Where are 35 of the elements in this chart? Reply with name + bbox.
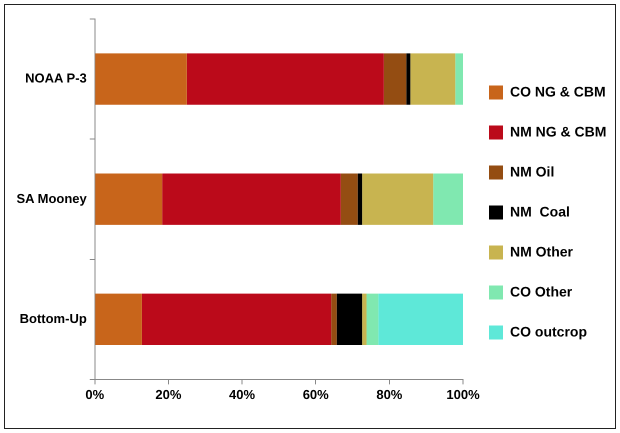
- bar: [433, 174, 463, 225]
- bar: [95, 53, 187, 105]
- bar: [362, 174, 434, 225]
- bar: [162, 174, 341, 225]
- bar: [331, 294, 337, 346]
- x-tick-label: 40%: [229, 386, 256, 402]
- legend-label: CO NG & CBM: [510, 83, 606, 100]
- bar: [406, 53, 410, 105]
- x-tick-label: 100%: [446, 386, 480, 402]
- bar: [336, 294, 362, 346]
- y-tick-label: NOAA P-3: [25, 70, 87, 86]
- bar: [366, 294, 378, 346]
- legend-label: NM NG & CBM: [510, 123, 606, 140]
- x-tick-label: 80%: [376, 386, 403, 402]
- x-tick-label: 60%: [302, 386, 330, 402]
- x-tick-label: 20%: [155, 386, 182, 402]
- y-tick-label: SA Mooney: [16, 190, 88, 206]
- bar: [410, 53, 456, 105]
- legend-label: NM Coal: [510, 203, 570, 220]
- bar: [378, 294, 463, 346]
- legend-label: NM Oil: [510, 163, 554, 180]
- legend-label: NM Other: [510, 243, 574, 260]
- y-tick-label: Bottom-Up: [20, 310, 87, 326]
- bar: [358, 174, 362, 225]
- bar: [186, 53, 384, 105]
- legend-label: CO Other: [510, 283, 573, 300]
- x-tick-label: 0%: [85, 386, 105, 402]
- bar: [362, 294, 367, 346]
- bar: [95, 174, 162, 225]
- bar: [384, 53, 406, 105]
- bar: [142, 294, 332, 346]
- bar: [340, 174, 358, 225]
- bar: [95, 294, 142, 346]
- legend-label: CO outcrop: [510, 323, 587, 340]
- bar: [455, 53, 463, 105]
